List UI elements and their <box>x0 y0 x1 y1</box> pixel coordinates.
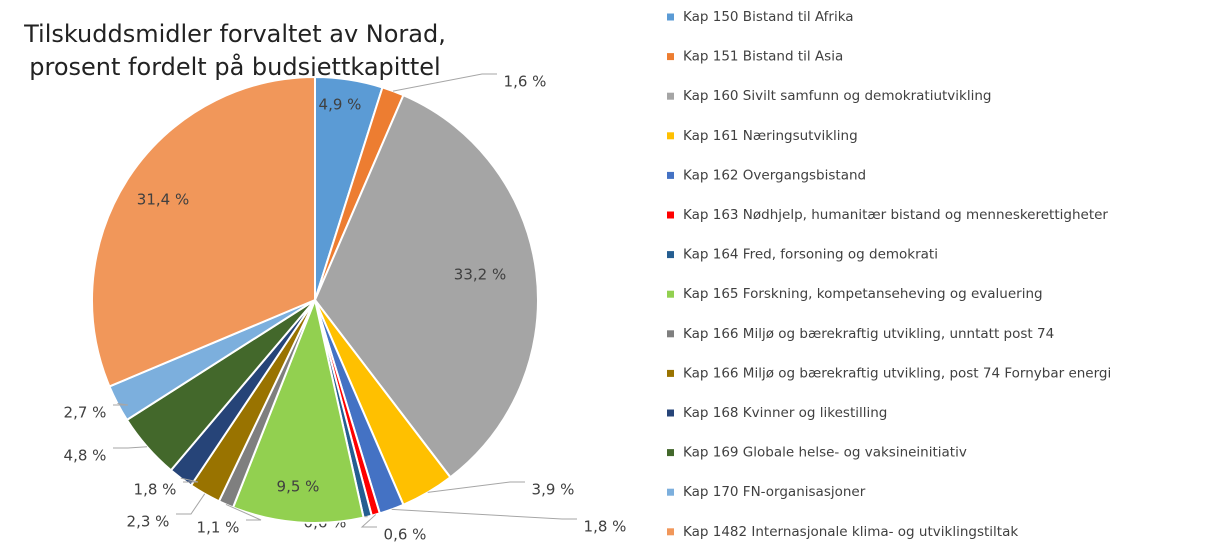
legend-marker <box>667 92 674 100</box>
pie-slice <box>313 93 539 479</box>
data-label: 1,8 % <box>134 481 177 499</box>
leader-line <box>427 481 525 493</box>
pie-slice <box>231 296 365 524</box>
leader-line <box>180 477 199 483</box>
legend-marker <box>667 409 674 417</box>
legend-label: Kap 166 Miljø og bærekraftig utvikling, … <box>683 365 1111 381</box>
leader-line <box>113 446 148 449</box>
legend-marker <box>667 132 674 140</box>
data-label: 3,9 % <box>532 481 575 499</box>
legend-label: Kap 1482 Internasjonale klima- og utvikl… <box>683 524 1018 540</box>
legend-marker <box>667 211 674 219</box>
legend-label: Kap 168 Kvinner og likestilling <box>683 405 887 421</box>
pie-slice <box>91 75 316 388</box>
legend-label: Kap 160 Sivilt samfunn og demokratiutvik… <box>683 88 992 104</box>
legend-marker <box>667 330 674 338</box>
legend-label: Kap 150 Bistand til Afrika <box>683 9 854 25</box>
legend-label: Kap 164 Fred, forsoning og demokrati <box>683 247 938 263</box>
data-label: 4,9 % <box>319 96 362 114</box>
legend-marker <box>667 528 674 536</box>
leader-line <box>392 73 497 92</box>
leader-line <box>360 514 377 528</box>
legend-label: Kap 169 Globale helse- og vaksineinitiat… <box>683 445 967 461</box>
chart-title: prosent fordelt på budsjettkapittel <box>29 52 440 81</box>
data-label: 1,1 % <box>197 519 240 537</box>
legend-marker <box>667 13 674 21</box>
data-label: 1,6 % <box>504 73 547 91</box>
legend-label: Kap 165 Forskning, kompetanseheving og e… <box>683 286 1043 302</box>
data-label: 1,8 % <box>584 518 627 536</box>
legend-label: Kap 170 FN-organisasjoner <box>683 484 866 500</box>
legend-marker <box>667 488 674 496</box>
legend-label: Kap 161 Næringsutvikling <box>683 128 858 144</box>
leader-line <box>391 508 577 520</box>
legend-label: Kap 166 Miljø og bærekraftig utvikling, … <box>683 326 1054 342</box>
legend-marker <box>667 449 674 457</box>
legend-marker <box>667 369 674 377</box>
data-label: 33,2 % <box>454 266 506 284</box>
legend-marker <box>667 171 674 179</box>
data-label: 4,8 % <box>64 447 107 465</box>
data-label: 2,7 % <box>64 404 107 422</box>
legend-marker <box>667 53 674 61</box>
legend-marker <box>667 290 674 298</box>
data-label: 31,4 % <box>137 191 189 209</box>
legend-label: Kap 163 Nødhjelp, humanitær bistand og m… <box>683 207 1108 223</box>
data-label: 9,5 % <box>277 478 320 496</box>
leader-line <box>113 403 129 406</box>
legend-label: Kap 162 Overgangsbistand <box>683 167 866 183</box>
data-label: 2,3 % <box>127 513 170 531</box>
data-label: 0,6 % <box>384 526 427 544</box>
leader-line <box>176 493 206 515</box>
leader-line <box>225 503 262 521</box>
chart-title: Tilskuddsmidler forvaltet av Norad, <box>23 20 446 48</box>
legend-label: Kap 151 Bistand til Asia <box>683 49 843 65</box>
legend-marker <box>667 251 674 259</box>
